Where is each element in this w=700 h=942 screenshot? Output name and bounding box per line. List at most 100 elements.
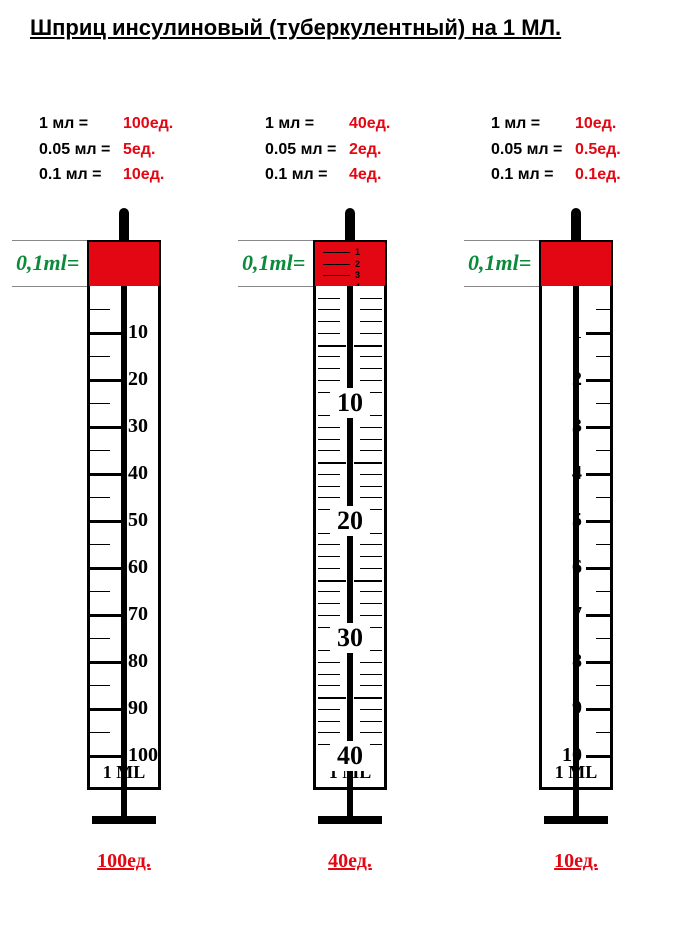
- syringe-column-s10: 1 мл =10ед.0.05 мл =0.5ед.0.1 мл =0.1ед.…: [464, 41, 688, 873]
- syringe-barrel: 123456789101 ML: [539, 286, 613, 790]
- minor-tick: [360, 321, 382, 322]
- major-tick: [586, 473, 610, 476]
- tick-label: 20: [330, 506, 370, 536]
- tick-label: 5: [572, 509, 582, 532]
- ml-label: 1 ML: [542, 762, 610, 783]
- minor-tick: [318, 568, 340, 569]
- major-tick: [90, 614, 124, 617]
- conversion-lhs: 0.1 мл =: [491, 162, 569, 188]
- minor-tick: [360, 591, 382, 592]
- plunger-stem: [345, 208, 355, 240]
- major-tick: [586, 708, 610, 711]
- minor-tick: [360, 450, 382, 451]
- minor-tick: [318, 462, 346, 464]
- minor-tick: [360, 309, 382, 310]
- minor-tick: [318, 380, 340, 381]
- bottom-label: 100ед.: [97, 850, 151, 873]
- minor-tick: [360, 368, 382, 369]
- major-tick: [90, 426, 124, 429]
- minor-tick: [360, 709, 382, 710]
- minor-tick: [360, 674, 382, 675]
- minor-tick: [318, 697, 346, 699]
- annotation-01ml: 0,1ml=: [242, 250, 305, 276]
- plunger-head: 1234: [313, 240, 387, 286]
- conversion-rhs: 0.1ед.: [575, 162, 621, 188]
- major-tick: [586, 332, 610, 335]
- tick-label: 1: [572, 321, 582, 344]
- conversion-lhs: 0.1 мл =: [39, 162, 117, 188]
- major-tick: [586, 426, 610, 429]
- major-tick: [90, 379, 124, 382]
- minor-tick: [596, 591, 610, 592]
- minor-tick: [318, 427, 340, 428]
- tick-label: 50: [128, 509, 154, 532]
- minor-tick: [360, 556, 382, 557]
- needle: [121, 790, 127, 816]
- tick-label: 9: [572, 697, 582, 720]
- conversion-rhs: 4ед.: [349, 162, 381, 188]
- hub: [92, 816, 156, 824]
- plunger-tick: [323, 264, 350, 265]
- minor-tick: [318, 721, 340, 722]
- tick-label: 80: [128, 650, 154, 673]
- conversion-rhs: 10ед.: [575, 111, 616, 137]
- syringe-graphic: 1234102030401 ML: [313, 208, 387, 824]
- minor-tick: [360, 603, 382, 604]
- bottom-label: 10ед.: [554, 850, 598, 873]
- minor-tick: [360, 356, 382, 357]
- minor-tick: [596, 309, 610, 310]
- tick-label: 30: [330, 623, 370, 653]
- center-line: [121, 286, 127, 787]
- major-tick: [90, 708, 124, 711]
- minor-tick: [90, 638, 110, 639]
- plunger-stem: [571, 208, 581, 240]
- minor-tick: [318, 439, 340, 440]
- minor-tick: [360, 486, 382, 487]
- minor-tick: [318, 474, 340, 475]
- conversion-rhs: 40ед.: [349, 111, 390, 137]
- minor-tick: [360, 439, 382, 440]
- minor-tick: [318, 368, 340, 369]
- minor-tick: [360, 380, 382, 381]
- center-line: [347, 286, 353, 787]
- minor-tick: [318, 544, 340, 545]
- minor-tick: [90, 685, 110, 686]
- tick-label: 90: [128, 697, 154, 720]
- plunger-tick-label: 2: [355, 259, 360, 269]
- minor-tick: [360, 615, 382, 616]
- tick-label: 40: [330, 741, 370, 771]
- minor-tick: [90, 309, 110, 310]
- minor-tick: [360, 497, 382, 498]
- conversion-lhs: 0.05 мл =: [491, 137, 569, 163]
- plunger-head: [87, 240, 161, 286]
- plunger-head: [539, 240, 613, 286]
- minor-tick: [596, 356, 610, 357]
- conversion-table: 1 мл =100ед.0.05 мл =5ед.0.1 мл =10ед.: [39, 111, 209, 188]
- plunger-tick: [323, 275, 350, 276]
- minor-tick: [354, 462, 382, 464]
- tick-label: 2: [572, 368, 582, 391]
- minor-tick: [318, 685, 340, 686]
- conversion-lhs: 0.05 мл =: [39, 137, 117, 163]
- major-tick: [586, 661, 610, 664]
- tick-label: 10: [330, 388, 370, 418]
- minor-tick: [318, 321, 340, 322]
- tick-label: 60: [128, 556, 154, 579]
- minor-tick: [318, 709, 340, 710]
- minor-tick: [318, 591, 340, 592]
- conversion-table: 1 мл =40ед.0.05 мл =2ед.0.1 мл =4ед.: [265, 111, 435, 188]
- tick-label: 30: [128, 415, 154, 438]
- syringe-wrap: 0,1ml=1020304050607080901001 ML: [12, 208, 236, 848]
- conversion-rhs: 5ед.: [123, 137, 155, 163]
- minor-tick: [318, 497, 340, 498]
- annotation-01ml: 0,1ml=: [468, 250, 531, 276]
- tick-label: 20: [128, 368, 154, 391]
- conversion-lhs: 1 мл =: [491, 111, 569, 137]
- minor-tick: [318, 674, 340, 675]
- plunger-tick: [323, 252, 350, 253]
- minor-tick: [318, 486, 340, 487]
- syringe-graphic: 1020304050607080901001 ML: [87, 208, 161, 824]
- page-title: Шприц инсулиновый (туберкулентный) на 1 …: [0, 0, 700, 41]
- syringe-barrel: 102030401 ML: [313, 286, 387, 790]
- minor-tick: [596, 685, 610, 686]
